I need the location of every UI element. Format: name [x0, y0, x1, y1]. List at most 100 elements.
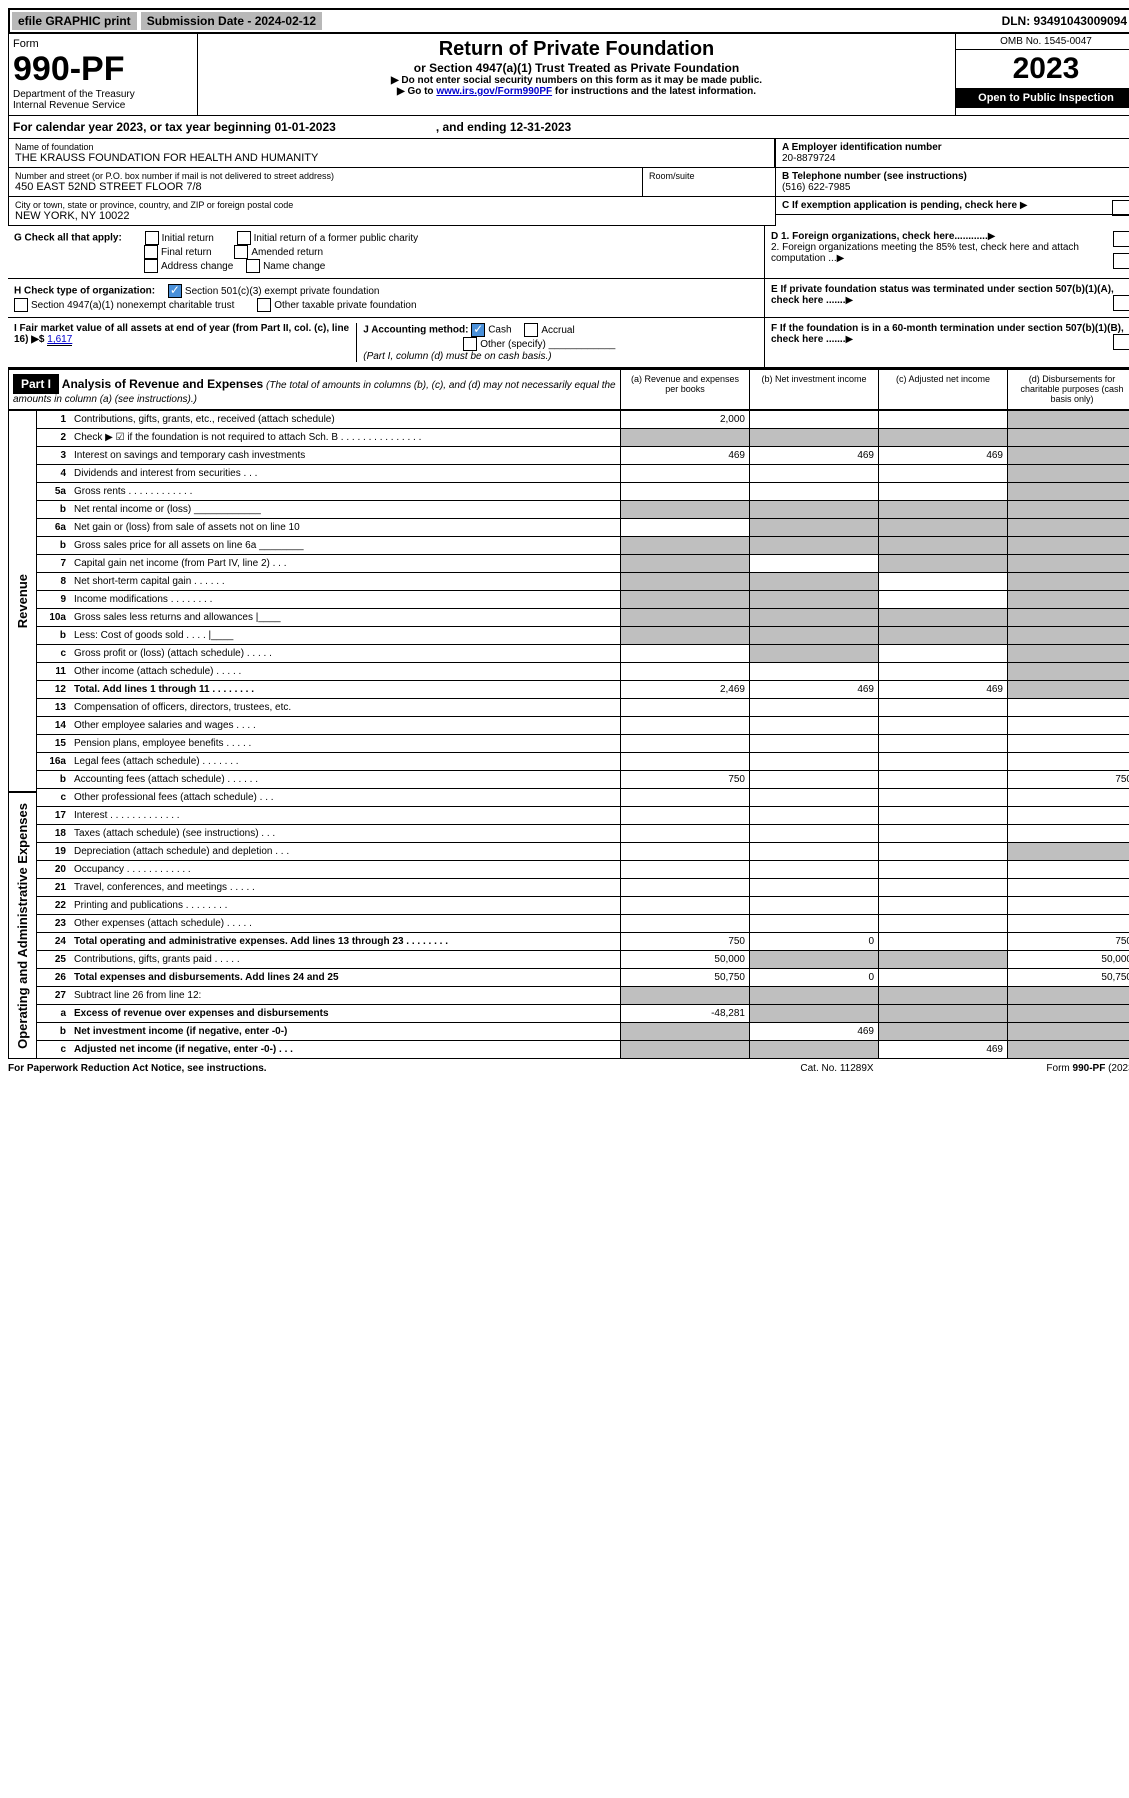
col-a-value: [621, 1023, 750, 1041]
form-subtitle: or Section 4947(a)(1) Trust Treated as P…: [202, 61, 951, 75]
col-b-value: [750, 879, 879, 897]
form-title: Return of Private Foundation: [202, 38, 951, 61]
col-b-value: [750, 897, 879, 915]
room-label: Room/suite: [649, 171, 769, 181]
line-number: a: [37, 1005, 71, 1023]
line-desc: Net gain or (loss) from sale of assets n…: [70, 519, 621, 537]
col-d-value: [1008, 483, 1129, 501]
g-opt-2: Final return: [161, 247, 212, 258]
col-b-value: [750, 645, 879, 663]
g-initial-former-checkbox[interactable]: [237, 231, 251, 245]
c-checkbox[interactable]: [1112, 200, 1129, 216]
col-d-value: [1008, 735, 1129, 753]
table-row: 16aLegal fees (attach schedule) . . . . …: [37, 753, 1129, 771]
j-other-checkbox[interactable]: [463, 337, 477, 351]
g-initial-checkbox[interactable]: [145, 231, 159, 245]
col-c-value: [879, 411, 1008, 429]
line-desc: Excess of revenue over expenses and disb…: [70, 1005, 621, 1023]
col-a-value: [621, 465, 750, 483]
col-c-value: [879, 483, 1008, 501]
col-c-value: [879, 825, 1008, 843]
col-c-value: [879, 1023, 1008, 1041]
e-checkbox[interactable]: [1113, 295, 1129, 311]
col-d-value: [1008, 645, 1129, 663]
table-row: 22Printing and publications . . . . . . …: [37, 897, 1129, 915]
efile-label: efile GRAPHIC print: [12, 12, 137, 30]
line-desc: Other employee salaries and wages . . . …: [70, 717, 621, 735]
form-link[interactable]: www.irs.gov/Form990PF: [436, 86, 552, 97]
j-opt-0: Cash: [488, 325, 511, 336]
table-row: 8Net short-term capital gain . . . . . .: [37, 573, 1129, 591]
j-accrual-checkbox[interactable]: [524, 323, 538, 337]
line-number: b: [37, 771, 71, 789]
g-address-checkbox[interactable]: [144, 259, 158, 273]
table-row: 27Subtract line 26 from line 12:: [37, 987, 1129, 1005]
line-number: b: [37, 537, 71, 555]
col-c-value: 469: [879, 1041, 1008, 1059]
col-d-value: [1008, 591, 1129, 609]
line-desc: Legal fees (attach schedule) . . . . . .…: [70, 753, 621, 771]
col-a-value: [621, 645, 750, 663]
col-c-value: [879, 861, 1008, 879]
h-4947-checkbox[interactable]: [14, 298, 28, 312]
g-amended-checkbox[interactable]: [234, 245, 248, 259]
line-desc: Total operating and administrative expen…: [70, 933, 621, 951]
part1-label: Part I: [13, 374, 59, 394]
line-number: 20: [37, 861, 71, 879]
section-g: G Check all that apply: Initial return I…: [8, 226, 1129, 279]
col-b-value: [750, 861, 879, 879]
col-c-value: [879, 987, 1008, 1005]
col-a-value: [621, 483, 750, 501]
col-c-value: [879, 789, 1008, 807]
table-row: 23Other expenses (attach schedule) . . .…: [37, 915, 1129, 933]
line-number: c: [37, 1041, 71, 1059]
table-row: 26Total expenses and disbursements. Add …: [37, 969, 1129, 987]
col-b-value: [750, 951, 879, 969]
table-row: bNet investment income (if negative, ent…: [37, 1023, 1129, 1041]
h-501c3-checkbox[interactable]: [168, 284, 182, 298]
col-a-value: [621, 879, 750, 897]
revenue-label: Revenue: [13, 570, 32, 632]
fmv-link[interactable]: 1,617: [47, 334, 72, 346]
ein-label: A Employer identification number: [782, 142, 1129, 153]
col-b-value: [750, 573, 879, 591]
table-row: cAdjusted net income (if negative, enter…: [37, 1041, 1129, 1059]
g-name-checkbox[interactable]: [246, 259, 260, 273]
col-d-value: 750: [1008, 933, 1129, 951]
j-cash-checkbox[interactable]: [471, 323, 485, 337]
phone-label: B Telephone number (see instructions): [782, 171, 1129, 182]
form-word: Form: [13, 38, 193, 50]
g-final-checkbox[interactable]: [144, 245, 158, 259]
j-opt-1: Accrual: [541, 325, 574, 336]
address: 450 EAST 52ND STREET FLOOR 7/8: [15, 181, 636, 193]
calendar-year: For calendar year 2023, or tax year begi…: [8, 116, 1129, 139]
line-desc: Depreciation (attach schedule) and deple…: [70, 843, 621, 861]
line-number: c: [37, 789, 71, 807]
d1-label: D 1. Foreign organizations, check here..…: [771, 231, 988, 242]
line-desc: Dividends and interest from securities .…: [70, 465, 621, 483]
f-checkbox[interactable]: [1113, 334, 1129, 350]
col-d-value: 750: [1008, 771, 1129, 789]
col-a-value: [621, 825, 750, 843]
g-opt-5: Name change: [263, 261, 325, 272]
col-d-value: [1008, 1041, 1129, 1059]
f-label: F If the foundation is in a 60-month ter…: [771, 323, 1124, 345]
c-label: C If exemption application is pending, c…: [782, 200, 1017, 211]
h-other-checkbox[interactable]: [257, 298, 271, 312]
col-d-value: [1008, 807, 1129, 825]
col-b-value: [750, 789, 879, 807]
city-label: City or town, state or province, country…: [15, 200, 769, 210]
phone-value: (516) 622-7985: [782, 182, 1129, 193]
col-a-value: [621, 861, 750, 879]
table-row: 19Depreciation (attach schedule) and dep…: [37, 843, 1129, 861]
col-d-value: [1008, 1005, 1129, 1023]
col-d-value: 50,000: [1008, 951, 1129, 969]
note-2b: for instructions and the latest informat…: [552, 86, 756, 97]
d2-checkbox[interactable]: [1113, 253, 1129, 269]
j-opt-2: Other (specify): [480, 339, 546, 350]
table-row: 3Interest on savings and temporary cash …: [37, 447, 1129, 465]
line-number: 6a: [37, 519, 71, 537]
col-a-value: [621, 519, 750, 537]
d1-checkbox[interactable]: [1113, 231, 1129, 247]
h-opt-1: Section 4947(a)(1) nonexempt charitable …: [31, 300, 234, 311]
